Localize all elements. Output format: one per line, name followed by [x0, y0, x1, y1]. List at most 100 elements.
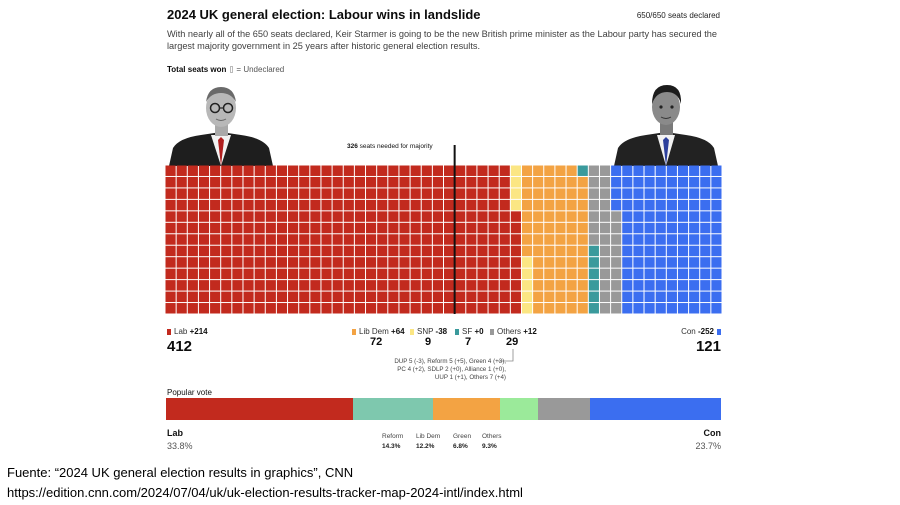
seat-lab — [477, 166, 487, 176]
seat-others — [600, 234, 610, 244]
seat-lab — [333, 246, 343, 256]
seat-con — [633, 280, 643, 290]
others-breakdown-line2: PC 4 (+2), SDLP 2 (+0), Alliance 1 (+0), — [356, 366, 506, 374]
seat-lab — [411, 292, 421, 302]
seat-lab — [321, 223, 331, 233]
seat-lab — [221, 177, 231, 187]
seat-others — [611, 211, 621, 221]
seat-lab — [344, 292, 354, 302]
seat-lab — [199, 177, 209, 187]
seat-con — [689, 257, 699, 267]
seat-con — [622, 303, 632, 313]
seat-lab — [489, 166, 499, 176]
seat-lab — [489, 246, 499, 256]
seat-others — [600, 280, 610, 290]
seat-lab — [444, 234, 454, 244]
seat-lab — [255, 280, 265, 290]
seat-others — [589, 166, 599, 176]
seat-lab — [188, 177, 198, 187]
lab-seats: 412 — [167, 338, 192, 355]
seat-lib-dem — [533, 292, 543, 302]
seat-lab — [422, 177, 432, 187]
seat-lib-dem — [555, 223, 565, 233]
seat-lab — [221, 257, 231, 267]
con-seats-label: Con -252 — [681, 327, 721, 336]
seat-lab — [288, 292, 298, 302]
seat-lab — [177, 188, 187, 198]
seat-lab — [489, 269, 499, 279]
seat-con — [611, 200, 621, 210]
seat-lab — [188, 257, 198, 267]
seat-lab — [232, 177, 242, 187]
seat-lab — [333, 188, 343, 198]
seat-lab — [399, 200, 409, 210]
seat-lab — [477, 292, 487, 302]
undeclared-swatch — [230, 66, 233, 73]
seat-con — [700, 223, 710, 233]
pv-segment-con — [590, 398, 721, 420]
seat-con — [633, 257, 643, 267]
seat-lab — [455, 211, 465, 221]
seat-lab — [511, 257, 521, 267]
seat-lib-dem — [567, 246, 577, 256]
seat-lab — [299, 177, 309, 187]
seat-con — [689, 234, 699, 244]
seat-lab — [366, 234, 376, 244]
seat-sf — [589, 269, 599, 279]
seat-lib-dem — [555, 257, 565, 267]
seat-lab — [310, 200, 320, 210]
seat-lab — [333, 234, 343, 244]
seat-lab — [500, 246, 510, 256]
seat-con — [667, 303, 677, 313]
seat-lib-dem — [544, 303, 554, 313]
seat-lab — [333, 166, 343, 176]
seat-lab — [511, 223, 521, 233]
seat-lab — [277, 257, 287, 267]
seat-lab — [366, 303, 376, 313]
seat-lab — [411, 257, 421, 267]
seat-lab — [177, 211, 187, 221]
seat-others — [611, 269, 621, 279]
seat-con — [711, 234, 721, 244]
seat-con — [711, 303, 721, 313]
con-color-swatch — [717, 329, 721, 335]
seat-lab — [355, 200, 365, 210]
seat-lab — [377, 188, 387, 198]
seat-lab — [344, 211, 354, 221]
seat-lab — [433, 269, 443, 279]
seat-snp — [522, 269, 532, 279]
seat-lab — [344, 234, 354, 244]
seat-lab — [422, 292, 432, 302]
seat-lab — [511, 269, 521, 279]
seat-snp — [511, 177, 521, 187]
seat-others — [600, 200, 610, 210]
seat-lab — [344, 223, 354, 233]
seat-lab — [366, 257, 376, 267]
seat-con — [711, 269, 721, 279]
seat-lab — [433, 223, 443, 233]
seat-lab — [199, 211, 209, 221]
con-seats: 121 — [696, 338, 721, 355]
seat-con — [633, 234, 643, 244]
seat-lab — [455, 246, 465, 256]
seat-lab — [455, 269, 465, 279]
seat-lib-dem — [578, 280, 588, 290]
seat-lab — [299, 303, 309, 313]
seats-legend: Total seats won = Undeclared — [167, 65, 284, 74]
seat-lab — [221, 269, 231, 279]
seat-con — [667, 280, 677, 290]
seat-lab — [455, 177, 465, 187]
seat-con — [700, 188, 710, 198]
seat-con — [689, 269, 699, 279]
seat-lab — [477, 257, 487, 267]
seat-lab — [277, 188, 287, 198]
seat-lab — [299, 234, 309, 244]
seat-lab — [243, 200, 253, 210]
seat-lab — [433, 246, 443, 256]
seat-con — [645, 188, 655, 198]
seat-con — [633, 166, 643, 176]
seat-lib-dem — [522, 177, 532, 187]
seat-con — [622, 257, 632, 267]
lab-change: +214 — [190, 327, 208, 336]
seats-waffle-chart — [165, 165, 722, 314]
